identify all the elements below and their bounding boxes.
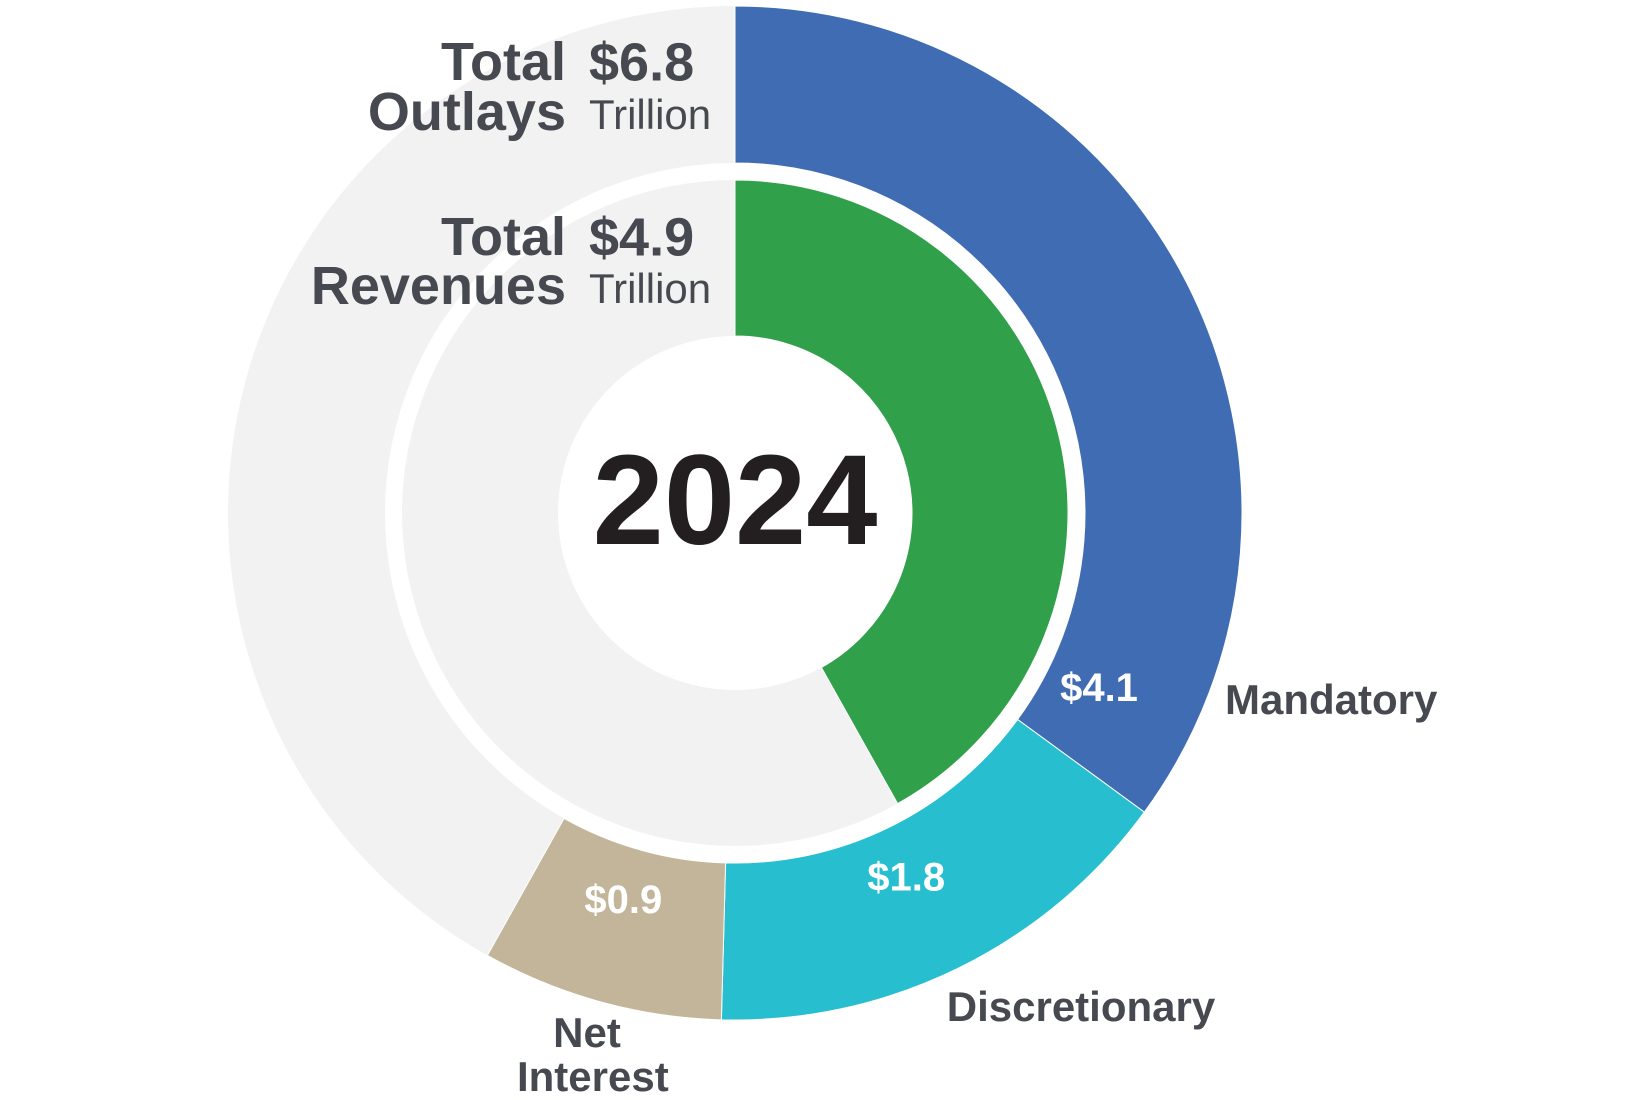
segment (734, 5, 1243, 813)
value-label: $4.1 (1060, 666, 1138, 710)
ring-unit: Trillion (589, 91, 711, 138)
segments (486, 5, 1243, 1021)
category-label: Discretionary (947, 983, 1216, 1030)
ring-total: $4.9 (589, 207, 694, 267)
ring-name: Total Revenues (296, 207, 566, 316)
segment (734, 179, 1069, 805)
ring-unit: Trillion (589, 265, 711, 312)
category-label: Mandatory (1225, 676, 1438, 723)
center-year: 2024 (593, 429, 878, 572)
ring-total: $6.8 (589, 32, 694, 92)
category-label: Net Interest (505, 1009, 668, 1100)
center-hole (558, 336, 912, 690)
value-label: $1.8 (867, 856, 945, 900)
value-label: $0.9 (584, 878, 662, 922)
segment (486, 817, 727, 1021)
segment (720, 718, 1146, 1021)
ring-name: Total Outlays (353, 32, 566, 142)
